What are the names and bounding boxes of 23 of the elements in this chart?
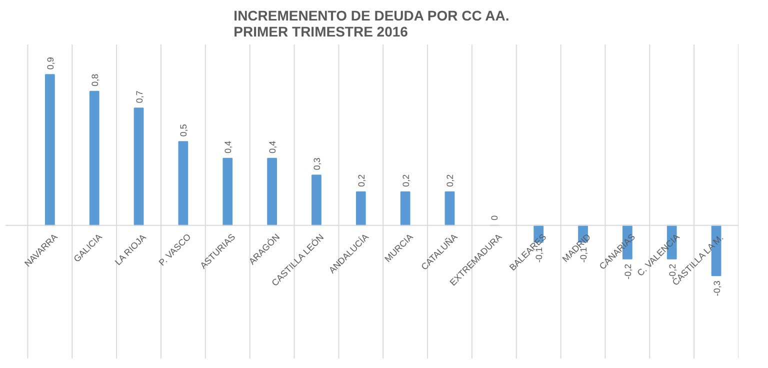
bar [89, 90, 100, 226]
data-label: 0,9 [45, 57, 56, 70]
bar [134, 108, 144, 226]
data-label: 0,4 [223, 140, 234, 154]
bar [222, 158, 233, 226]
data-label: 0 [490, 215, 500, 220]
bar [356, 191, 366, 226]
data-label: 0,8 [90, 74, 100, 86]
bar [267, 158, 277, 226]
data-label: 0,5 [178, 124, 189, 137]
data-label: 0,2 [400, 174, 411, 187]
bar [400, 191, 410, 226]
bar [44, 74, 55, 226]
bar [312, 174, 322, 226]
bar [444, 191, 455, 226]
bar [178, 141, 188, 226]
data-label: 0,2 [445, 174, 456, 187]
data-label: 0,7 [134, 90, 144, 104]
data-label: 0,4 [268, 140, 278, 154]
chart-title: INCREMENENTO DE DEUDA POR CC AA. PRIMER TRIMESTRE 2016 [234, 8, 510, 40]
data-label: -0,3 [712, 280, 722, 296]
data-label: 0,3 [312, 158, 322, 170]
data-label: 0,2 [356, 174, 366, 187]
